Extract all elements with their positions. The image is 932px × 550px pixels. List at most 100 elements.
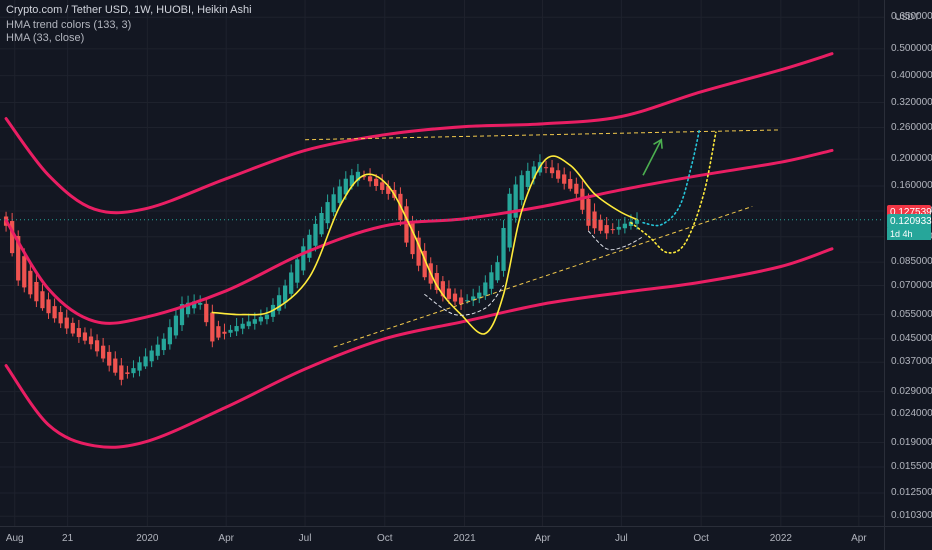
candle-body	[592, 211, 597, 229]
candle-body	[634, 219, 640, 224]
candle-body	[343, 178, 348, 195]
candle-body	[355, 171, 361, 181]
candle-body	[10, 221, 15, 254]
time-axis[interactable]: Aug 21 2020 Apr Jul Oct 2021 Apr Jul Oct 2022 Apr	[0, 526, 884, 550]
chart-area[interactable]: Crypto.com / Tether USD, 1W, HUOBI, Heik…	[0, 0, 884, 526]
price-label-last: 0.120933	[887, 213, 932, 229]
candle-body	[313, 223, 318, 246]
time-tick-label: 2022	[769, 533, 792, 544]
candle-body	[137, 362, 142, 371]
candle-body	[574, 183, 579, 194]
candle-body	[70, 322, 75, 334]
candle-body	[489, 272, 494, 289]
candle-body	[628, 221, 634, 226]
candle-body	[52, 306, 57, 319]
candle-body	[76, 328, 81, 338]
axis-corner	[884, 526, 932, 550]
candle-body	[295, 259, 300, 283]
candle-body	[228, 329, 233, 333]
candle-body	[94, 340, 100, 352]
chart-title[interactable]: Crypto.com / Tether USD, 1W, HUOBI, Heik…	[6, 4, 252, 16]
candle-body	[46, 299, 51, 314]
upper-channel	[4, 52, 834, 215]
candle-countdown: 1d 4h	[887, 227, 931, 240]
candle-body	[210, 312, 215, 342]
candle-body	[458, 297, 464, 305]
candle-body	[367, 176, 373, 182]
candle-body	[88, 336, 94, 345]
candle-body	[131, 368, 136, 374]
candle-body	[101, 345, 106, 359]
candle-body	[246, 321, 251, 327]
time-tick-label: Oct	[377, 533, 393, 544]
candle-body	[349, 175, 354, 187]
candle-body	[331, 194, 336, 213]
candle-body	[113, 358, 118, 373]
resistance	[305, 129, 781, 141]
candle-body	[501, 227, 506, 271]
candle-body	[252, 319, 257, 324]
time-tick-label: Jul	[298, 533, 312, 544]
price-axis[interactable]: USDT 0.650000 0.500000 0.400000 0.320000 0.2…	[884, 0, 932, 526]
candle-body	[16, 236, 21, 281]
candle-body	[556, 170, 561, 179]
candle-body	[434, 273, 439, 290]
candle-body	[622, 223, 627, 229]
candle-body	[525, 170, 530, 187]
candle-body	[28, 270, 33, 295]
candle-body	[477, 292, 482, 299]
candle-body	[543, 167, 549, 169]
candle-body	[380, 182, 385, 190]
candle-body	[179, 304, 185, 326]
projection-cyan	[642, 129, 701, 227]
price-tick-label: 0.160000	[891, 180, 932, 191]
price-tick-label: 0.650000	[891, 11, 932, 23]
candle-body	[452, 293, 458, 302]
time-tick-label: Jul	[614, 533, 628, 544]
candle-body	[337, 186, 342, 203]
price-tick-label: 0.260000	[891, 121, 932, 133]
candle-body	[610, 229, 615, 231]
candle-body	[531, 166, 536, 179]
candle-body	[204, 303, 209, 323]
price-tick-label: 0.037000	[891, 356, 932, 368]
candle-body	[240, 323, 245, 329]
candle-body	[519, 175, 524, 200]
candle-body	[34, 281, 39, 302]
candle-body	[216, 326, 221, 338]
curve-jun-2021	[588, 230, 644, 251]
candle-body	[410, 223, 415, 255]
price-tick-label: 0.320000	[891, 96, 932, 108]
candle-body	[301, 246, 306, 271]
candle-body	[465, 300, 470, 302]
indicator-legend-hma-trend[interactable]: HMA trend colors (133, 3)	[6, 19, 132, 31]
middle-channel	[4, 148, 834, 325]
candle-body	[416, 237, 421, 266]
price-tick-label: 0.015500	[891, 461, 932, 473]
indicator-legend-hma[interactable]: HMA (33, close)	[6, 32, 85, 44]
price-tick-label: 0.029000	[891, 385, 932, 397]
candle-body	[40, 291, 45, 309]
time-tick-label: Aug	[5, 533, 24, 544]
candle-body	[483, 282, 488, 296]
candle-body	[119, 365, 124, 380]
candle-body	[167, 327, 172, 345]
candle-body	[562, 174, 567, 184]
candle-body	[471, 296, 476, 301]
time-tick-label: 2021	[453, 533, 476, 544]
arrow-up	[642, 139, 662, 176]
candle-body	[307, 234, 312, 258]
price-tick-label: 0.012500	[891, 486, 932, 498]
candle-body	[185, 302, 191, 315]
price-tick-label: 0.024000	[891, 408, 932, 420]
candle-body	[258, 316, 263, 322]
candle-body	[58, 312, 63, 324]
hma-33	[211, 155, 638, 335]
time-tick-label: Apr	[218, 533, 234, 544]
price-chart	[0, 0, 884, 526]
candle-body	[374, 178, 379, 187]
price-tick-label: 0.055000	[891, 308, 932, 320]
time-tick-label: 2020	[136, 533, 159, 544]
candle-body	[143, 356, 148, 367]
candle-body	[192, 301, 197, 309]
